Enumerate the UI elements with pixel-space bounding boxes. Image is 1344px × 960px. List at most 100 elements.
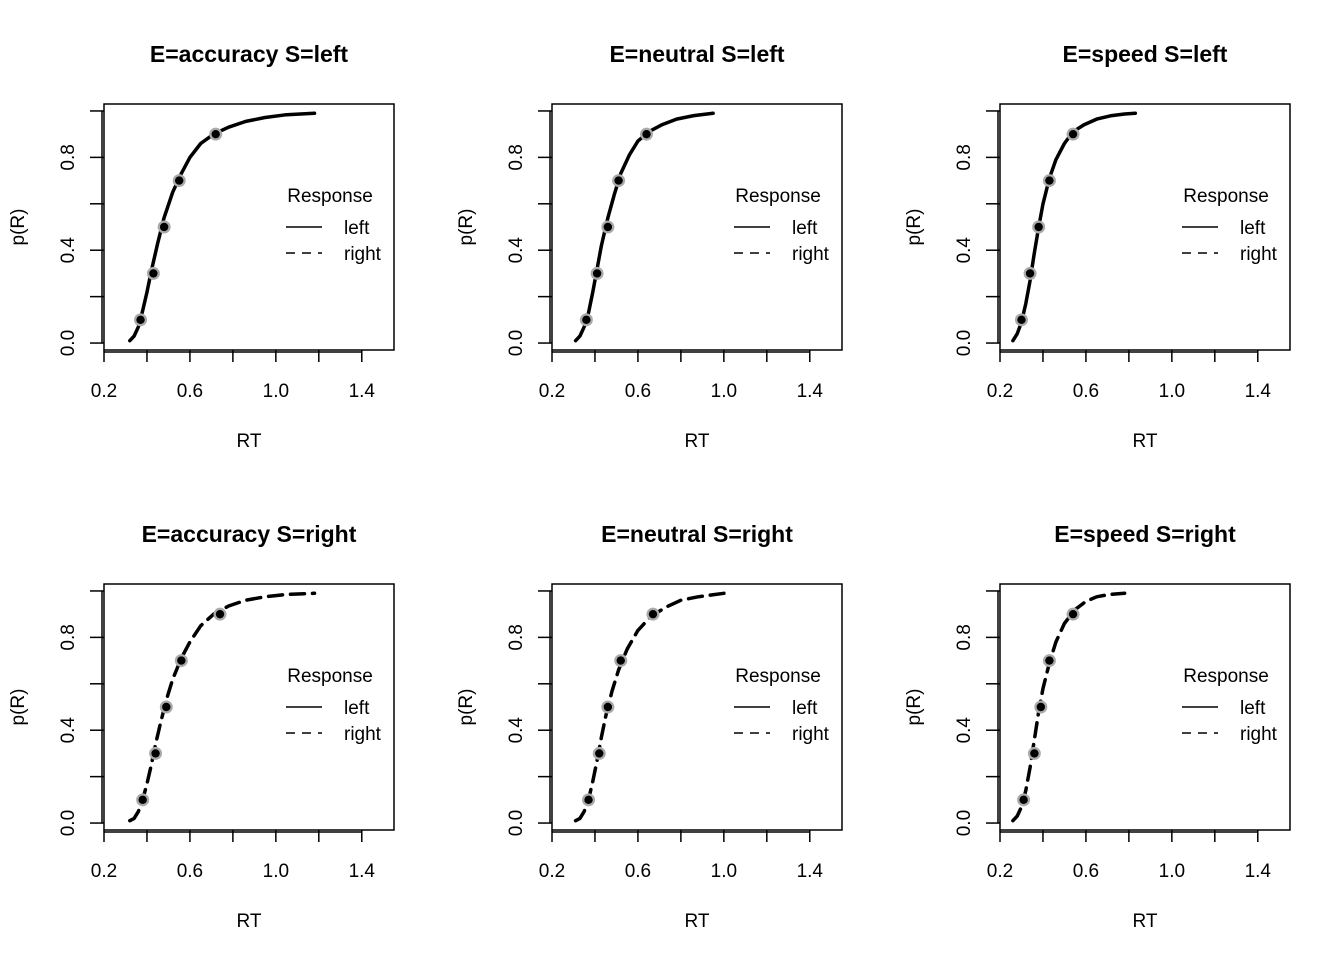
panel-title: E=speed S=right <box>1054 521 1236 547</box>
y-tick-label: 0.8 <box>954 144 975 170</box>
legend-title: Response <box>735 186 821 207</box>
x-tick-label: 1.4 <box>797 381 824 402</box>
legend-label-left: left <box>1240 698 1266 719</box>
y-axis-label: p(R) <box>904 209 925 246</box>
x-axis: 0.2 0.6 1.0 1.4 RT <box>987 830 1271 932</box>
quantile-point <box>149 269 158 278</box>
x-tick-label: 1.0 <box>263 861 289 882</box>
quantile-point <box>595 749 604 758</box>
y-tick-label: 0.0 <box>954 330 975 356</box>
quantile-point <box>1045 176 1054 185</box>
legend: Response left right <box>734 666 830 745</box>
x-axis: 0.2 0.6 1.0 1.4 RT <box>91 830 376 932</box>
y-tick-label: 0.4 <box>954 237 975 264</box>
x-axis-label: RT <box>1133 911 1158 932</box>
quantile-point <box>151 749 160 758</box>
x-tick-label: 0.6 <box>1073 861 1099 882</box>
legend-title: Response <box>735 666 821 687</box>
legend-label-right: right <box>344 244 382 265</box>
legend-label-right: right <box>792 724 830 745</box>
x-tick-label: 1.4 <box>797 861 824 882</box>
panel-title: E=neutral S=right <box>601 521 793 547</box>
plot-frame <box>551 103 843 351</box>
legend: Response left right <box>734 186 830 265</box>
legend: Response left right <box>1182 186 1278 265</box>
x-axis: 0.2 0.6 1.0 1.4 RT <box>987 350 1272 452</box>
x-tick-label: 0.2 <box>987 381 1013 402</box>
quantile-point <box>162 702 171 712</box>
x-axis-label: RT <box>1133 431 1158 452</box>
y-axis-label: p(R) <box>456 209 477 246</box>
x-tick-label: 0.6 <box>1073 381 1099 402</box>
quantile-point <box>215 609 225 619</box>
x-tick-label: 0.2 <box>91 861 117 882</box>
x-tick-label: 0.2 <box>539 381 565 402</box>
x-tick-label: 0.6 <box>177 381 203 402</box>
y-tick-label: 0.0 <box>954 810 975 836</box>
x-axis: 0.2 0.6 1.0 1.4 RT <box>539 350 824 452</box>
quantile-point <box>582 315 591 325</box>
legend-label-left: left <box>792 218 818 239</box>
x-axis: 0.2 0.6 1.0 1.4 RT <box>539 830 824 932</box>
quantile-point <box>1036 702 1046 712</box>
y-axis-label: p(R) <box>8 209 29 246</box>
legend-label-left: left <box>1240 218 1266 239</box>
quantile-point <box>616 656 625 665</box>
y-tick-label: 0.0 <box>58 810 79 836</box>
y-axis: 0.0 0.4 0.8 p(R) <box>904 590 1000 836</box>
quantile-point <box>1017 315 1026 325</box>
legend-title: Response <box>287 666 373 687</box>
y-tick-label: 0.8 <box>954 624 975 650</box>
quantile-point <box>614 176 623 185</box>
y-tick-label: 0.0 <box>506 810 527 836</box>
y-axis: 0.0 0.4 0.8 p(R) <box>904 110 1000 356</box>
x-axis-label: RT <box>237 911 262 932</box>
legend-title: Response <box>287 186 373 207</box>
y-axis-label: p(R) <box>904 689 925 726</box>
y-tick-label: 0.0 <box>58 330 79 356</box>
x-tick-label: 1.4 <box>1245 381 1272 402</box>
series-right <box>573 591 726 823</box>
x-tick-label: 1.4 <box>349 381 376 402</box>
y-tick-label: 0.8 <box>58 144 79 170</box>
x-tick-label: 0.6 <box>177 861 203 882</box>
x-tick-label: 1.0 <box>1159 381 1185 402</box>
y-axis: 0.0 0.4 0.8 p(R) <box>456 590 552 836</box>
plot-frame <box>999 583 1291 831</box>
x-tick-label: 1.4 <box>349 861 376 882</box>
chart-panel-6: E=speed S=right 0.2 0.6 1.0 1.4 RT 0.0 0.4 0.8 p(… <box>904 521 1291 932</box>
panel-title: E=accuracy S=left <box>150 41 349 67</box>
quantile-point <box>1030 749 1039 758</box>
quantile-point <box>648 609 658 619</box>
series-right <box>1011 591 1127 823</box>
quantile-point <box>1034 222 1043 232</box>
series-line <box>1011 591 1127 823</box>
quantile-point <box>138 795 147 805</box>
legend-label-left: left <box>344 698 370 719</box>
x-tick-label: 1.0 <box>711 861 737 882</box>
y-axis-label: p(R) <box>8 689 29 726</box>
x-tick-label: 0.2 <box>987 861 1013 882</box>
legend: Response left right <box>1182 666 1278 745</box>
x-axis-label: RT <box>685 431 710 452</box>
x-axis-label: RT <box>237 431 262 452</box>
quantile-point <box>159 222 169 232</box>
y-axis: 0.0 0.4 0.8 p(R) <box>8 590 104 836</box>
chart-panel-5: E=neutral S=right 0.2 0.6 1.0 1.4 RT 0.0 0.4 0.8… <box>456 521 843 932</box>
quantile-point <box>584 795 593 805</box>
x-tick-label: 0.2 <box>539 861 565 882</box>
legend-title: Response <box>1183 666 1269 687</box>
series-left <box>128 111 317 343</box>
quantile-point <box>174 176 184 185</box>
plot-frame <box>999 103 1291 351</box>
y-axis: 0.0 0.4 0.8 p(R) <box>8 110 104 356</box>
y-tick-label: 0.0 <box>506 330 527 356</box>
quantile-point <box>603 702 613 712</box>
panel-title: E=neutral S=left <box>609 41 784 67</box>
y-tick-label: 0.4 <box>506 717 527 744</box>
quantile-point <box>1025 269 1035 278</box>
series-line <box>1011 111 1138 343</box>
y-tick-label: 0.4 <box>506 237 527 264</box>
